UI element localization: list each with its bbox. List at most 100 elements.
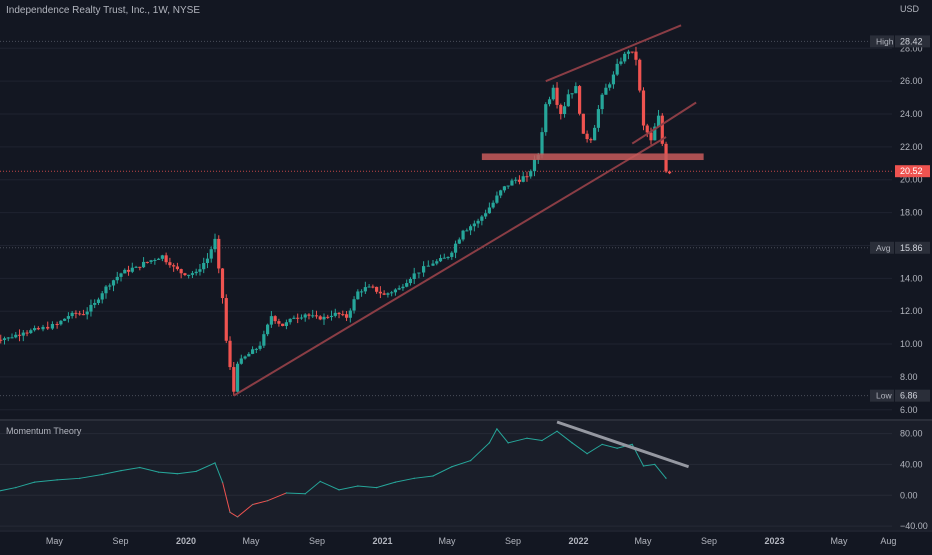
candle-body: [130, 267, 134, 272]
candle-body: [145, 261, 149, 263]
candle-body: [574, 86, 578, 94]
candle-body: [502, 186, 507, 191]
candle-body: [382, 293, 386, 295]
candle-body: [525, 176, 529, 178]
high-tag-background: [870, 35, 894, 48]
time-axis-tick-label: May: [634, 536, 652, 546]
candle-body: [341, 314, 345, 316]
candle-body: [46, 326, 50, 329]
price-axis-tick-label: 24.00: [900, 109, 923, 119]
currency-label: USD: [900, 4, 920, 14]
candle-body: [390, 292, 394, 294]
candle-body: [2, 338, 7, 341]
candle-body: [608, 84, 612, 88]
avg-value: 15.86: [900, 243, 923, 253]
candle-body: [491, 202, 495, 208]
candle-body: [111, 280, 116, 286]
candle-body: [134, 266, 138, 268]
time-axis-tick-label: Sep: [309, 536, 325, 546]
candle-body: [544, 104, 548, 133]
candle-body: [495, 195, 499, 203]
candle-body: [593, 127, 597, 141]
time-axis-tick-label: Sep: [701, 536, 717, 546]
candle-body: [514, 179, 518, 181]
candle-body: [303, 314, 307, 318]
momentum-point: [338, 489, 340, 491]
candle-body: [168, 262, 172, 266]
time-axis-tick-label: Sep: [112, 536, 128, 546]
candle-body: [465, 230, 469, 232]
candle-body: [422, 266, 426, 273]
candle-body: [164, 255, 168, 263]
candle-body: [570, 93, 574, 95]
momentum-point: [469, 459, 472, 462]
candle-body: [461, 230, 465, 240]
candle-body: [581, 113, 585, 134]
candle-body: [205, 258, 210, 264]
candle-body: [600, 94, 604, 110]
candle-body: [29, 330, 33, 334]
candle-body: [85, 311, 89, 315]
candle-body: [457, 239, 461, 244]
candle-body: [213, 238, 217, 250]
momentum-point: [556, 430, 558, 433]
momentum-trendline: [556, 420, 690, 469]
candle-body: [50, 323, 55, 329]
momentum-axis-tick-label: 40.00: [900, 459, 923, 469]
price-axis-tick-label: 20.00: [900, 175, 923, 185]
candle-body: [322, 316, 326, 320]
candle-body: [224, 298, 228, 341]
candle-body: [615, 63, 619, 75]
candle-body: [442, 257, 446, 259]
candle-body: [577, 86, 582, 114]
candle-body: [660, 115, 664, 144]
time-axis-tick-label: 2023: [765, 536, 785, 546]
candle-body: [604, 87, 608, 95]
momentum-point: [214, 462, 216, 464]
momentum-point: [526, 437, 528, 440]
candle-body: [363, 287, 367, 292]
candle-body: [119, 273, 123, 277]
candle-body: [356, 291, 360, 300]
momentum-point: [266, 499, 269, 502]
candle-body: [352, 299, 356, 311]
candle-body: [59, 320, 63, 325]
high-badge: [895, 35, 930, 48]
price-trendline-3: [631, 101, 697, 145]
momentum-point: [586, 452, 588, 455]
candle-body: [190, 273, 195, 275]
candle-body: [6, 337, 10, 339]
momentum-point: [631, 443, 634, 446]
time-axis-tick-label: May: [830, 536, 848, 546]
candle-body: [66, 316, 70, 319]
candle-body: [36, 328, 40, 330]
momentum-point: [488, 442, 491, 444]
momentum-point: [221, 481, 224, 483]
candle-body: [472, 223, 476, 227]
candle-body: [74, 312, 78, 314]
candle-body: [126, 269, 131, 272]
candle-body: [254, 348, 258, 350]
candle-body: [626, 51, 631, 54]
momentum-point: [120, 469, 122, 472]
candle-body: [453, 243, 458, 253]
candle-body: [104, 286, 108, 294]
high-value: 28.42: [900, 36, 923, 46]
candle-body: [318, 316, 322, 320]
candle-body: [247, 353, 251, 357]
momentum-point: [616, 447, 618, 450]
candle-body: [326, 316, 330, 318]
candle-body: [17, 334, 22, 336]
candle-body: [100, 293, 104, 300]
candle-body: [405, 283, 409, 287]
candle-body: [551, 87, 555, 100]
price-axis-tick-label: 8.00: [900, 372, 918, 382]
candle-body: [401, 286, 405, 289]
momentum-point: [33, 481, 36, 483]
candle-body: [426, 265, 430, 267]
momentum-point: [357, 485, 359, 487]
candle-body: [375, 286, 379, 292]
candle-body: [157, 258, 161, 260]
